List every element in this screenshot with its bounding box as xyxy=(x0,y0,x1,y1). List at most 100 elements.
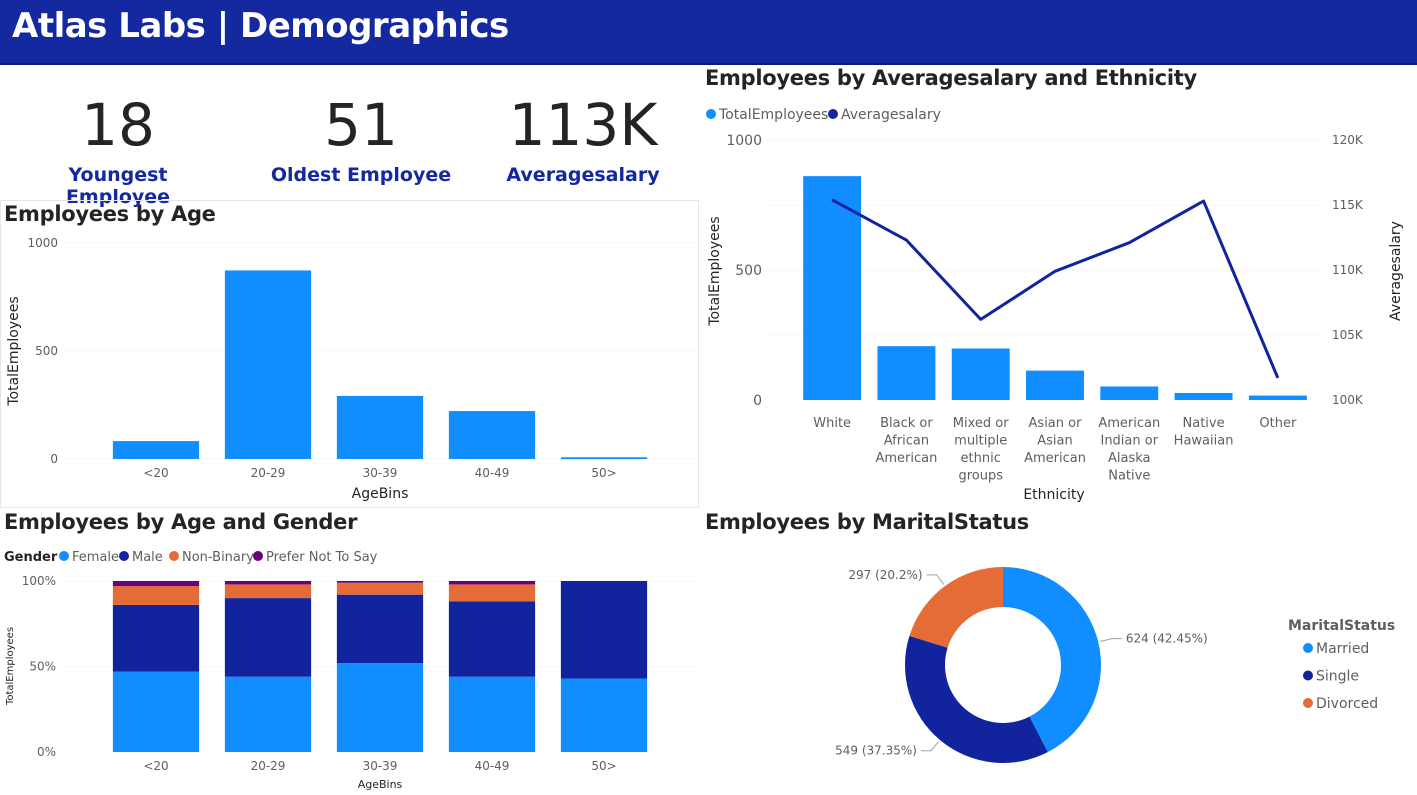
leader-line xyxy=(1100,638,1122,642)
stack-segment xyxy=(448,601,536,677)
x-axis-title: AgeBins xyxy=(358,778,403,791)
donut-slice xyxy=(909,567,1003,648)
ethnicity-chart[interactable]: TotalEmployees Averagesalary 0 500 1000 100K 1… xyxy=(700,95,1417,510)
legend-marker xyxy=(1303,670,1313,681)
y-tick-label: 500 xyxy=(35,344,58,358)
x-tick-label: 40-49 xyxy=(475,759,510,773)
legend-label: Averagesalary xyxy=(841,107,941,123)
y-tick-label: 0 xyxy=(50,452,58,466)
x-tick-label: Mixed or multiple ethnic groups xyxy=(953,416,1009,484)
x-tick-label: <20 xyxy=(143,759,168,773)
report-header: Atlas Labs | Demographics xyxy=(0,0,1417,65)
bar xyxy=(1100,386,1159,400)
y2-tick-label: 100K xyxy=(1332,393,1364,407)
stack-segment xyxy=(112,586,200,605)
stack-segment xyxy=(224,676,312,752)
ethnicity-chart-title: Employees by Averagesalary and Ethnicity xyxy=(705,66,1197,90)
y-tick-label: 1000 xyxy=(726,133,762,149)
age-chart[interactable]: 0 500 1000 <20 20-29 30-39 40-49 50> AgeBins Tota… xyxy=(0,230,700,510)
legend-label: Female xyxy=(72,550,119,565)
report-title: Atlas Labs | Demographics xyxy=(12,6,509,46)
x-tick-label: 30-39 xyxy=(363,466,398,480)
y-tick-label: 100% xyxy=(22,574,56,588)
stack-segment xyxy=(224,584,312,599)
y2-tick-label: 120K xyxy=(1332,133,1364,147)
age-gender-chart[interactable]: Gender Female Male Non-Binary Prefer Not To … xyxy=(0,540,700,795)
kpi-value: 18 xyxy=(81,91,155,159)
stack-segment xyxy=(448,581,536,585)
marital-chart-title: Employees by MaritalStatus xyxy=(705,510,1029,534)
kpi-oldest-employee[interactable]: 51 Oldest Employee xyxy=(261,90,461,186)
legend-marker xyxy=(119,551,129,561)
bar xyxy=(448,411,536,459)
x-tick-label: 20-29 xyxy=(251,759,286,773)
bar xyxy=(1248,395,1307,400)
legend-label: TotalEmployees xyxy=(718,107,828,123)
stack-segment xyxy=(224,581,312,585)
y-tick-label: 50% xyxy=(29,660,56,674)
bar xyxy=(1026,370,1084,400)
legend-marker xyxy=(1303,643,1313,653)
stack-segment xyxy=(448,584,536,602)
legend-label: Married xyxy=(1316,641,1369,657)
kpi-label: Oldest Employee xyxy=(270,164,452,186)
kpi-youngest-employee[interactable]: 18 Youngest Employee xyxy=(18,90,218,208)
x-axis-title: AgeBins xyxy=(352,486,409,502)
stack-segment xyxy=(560,581,648,679)
kpi-average-salary[interactable]: 113K Averagesalary xyxy=(483,90,683,186)
x-tick-label: <20 xyxy=(143,466,168,480)
kpi-value: 51 xyxy=(324,91,398,159)
y-tick-label: 0 xyxy=(753,393,762,409)
legend-title: MaritalStatus xyxy=(1288,618,1395,634)
stack-segment xyxy=(224,598,312,677)
x-tick-label: 50> xyxy=(591,466,616,480)
legend-marker xyxy=(706,109,716,119)
leader-line xyxy=(920,741,940,752)
bar xyxy=(560,457,648,459)
x-tick-label: American Indian or Alaska Native xyxy=(1098,416,1160,484)
stack-segment xyxy=(448,676,536,752)
y-tick-label: 1000 xyxy=(27,236,58,250)
legend-label: Male xyxy=(132,550,163,565)
y-tick-label: 0% xyxy=(37,745,56,759)
y-axis-title: TotalEmployees xyxy=(5,627,16,706)
bar xyxy=(951,348,1010,400)
stack-segment xyxy=(112,604,200,672)
age-gender-chart-title: Employees by Age and Gender xyxy=(4,510,358,534)
age-chart-title: Employees by Age xyxy=(4,202,216,226)
y2-tick-label: 110K xyxy=(1332,263,1364,277)
donut-slice xyxy=(905,635,1048,763)
legend-marker xyxy=(1303,698,1313,708)
x-axis-title: Ethnicity xyxy=(1023,487,1084,503)
y2-axis-title: Averagesalary xyxy=(1388,221,1404,321)
leader-line xyxy=(926,574,945,585)
stack-segment xyxy=(112,581,200,587)
donut-slice xyxy=(1003,567,1101,753)
legend-title: Gender xyxy=(4,550,58,565)
stack-segment xyxy=(336,581,424,583)
legend-marker xyxy=(828,109,838,119)
y-tick-label: 500 xyxy=(735,263,762,279)
y-axis-title: TotalEmployees xyxy=(707,216,723,326)
kpi-value: 113K xyxy=(508,91,658,159)
stack-segment xyxy=(336,663,424,752)
x-tick-label: Native Hawaiian xyxy=(1174,416,1234,449)
x-tick-label: 20-29 xyxy=(251,466,286,480)
age-chart-frame xyxy=(0,200,699,508)
legend-marker xyxy=(59,551,69,561)
bar xyxy=(1174,392,1233,400)
bar xyxy=(112,441,200,459)
bar xyxy=(336,395,424,459)
legend-label: Non-Binary xyxy=(182,550,254,565)
legend-marker xyxy=(169,551,179,561)
x-tick-label: White xyxy=(813,416,851,431)
data-label: 297 (20.2%) xyxy=(848,568,922,582)
legend-label: Single xyxy=(1316,669,1359,685)
stack-segment xyxy=(336,594,424,664)
x-tick-label: 50> xyxy=(591,759,616,773)
stack-segment xyxy=(336,582,424,595)
y2-tick-label: 105K xyxy=(1332,328,1364,342)
x-tick-label: 30-39 xyxy=(363,759,398,773)
stack-segment xyxy=(112,671,200,752)
marital-chart[interactable]: 624 (42.45%) 549 (37.35%) 297 (20.2%) Marit… xyxy=(700,540,1417,795)
